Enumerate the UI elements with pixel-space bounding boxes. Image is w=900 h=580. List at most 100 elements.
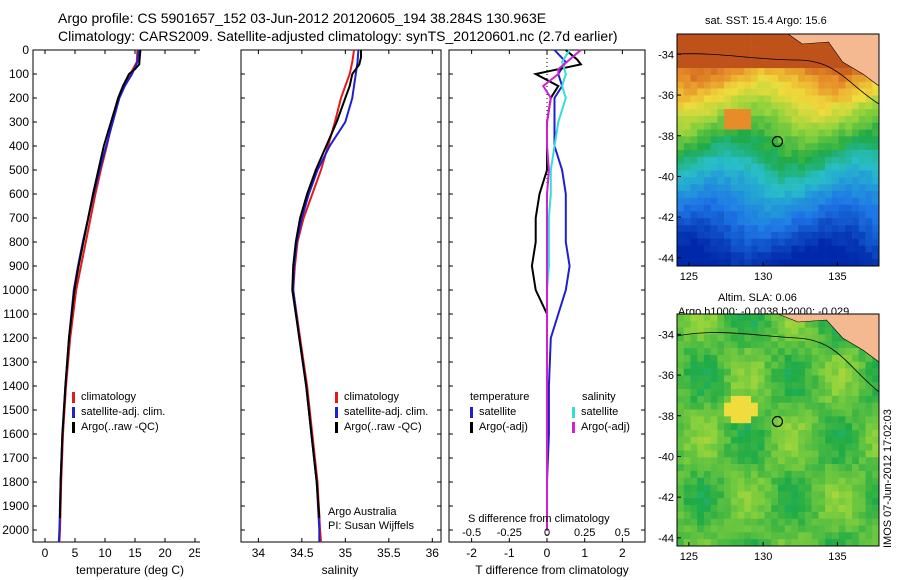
map-cell <box>798 402 806 410</box>
map-cell <box>710 382 718 390</box>
map-cell <box>865 505 873 513</box>
map-cell <box>872 395 880 403</box>
map-cell <box>764 361 772 369</box>
map-cell <box>865 170 873 178</box>
map-cell <box>852 218 860 226</box>
map-cell <box>818 95 826 103</box>
map-cell <box>690 491 698 499</box>
map-cell <box>845 150 853 158</box>
map-cell <box>818 457 826 465</box>
map-cell <box>737 532 745 540</box>
map-cell <box>838 88 846 96</box>
y-tick-label: 1100 <box>3 307 29 321</box>
map-cell <box>690 354 698 363</box>
map-cell <box>697 156 705 164</box>
map-cell <box>744 470 752 479</box>
map-cell <box>690 184 698 192</box>
map-cell <box>791 423 799 431</box>
map-cell <box>778 532 786 540</box>
map-cell <box>730 252 738 260</box>
map-cell <box>744 170 752 178</box>
map-cell <box>804 74 812 83</box>
map-cell <box>730 402 738 410</box>
map-cell <box>677 115 685 123</box>
map-cell <box>831 74 839 83</box>
map-cell <box>751 81 759 89</box>
map-cell <box>804 436 812 444</box>
map-cell <box>690 348 698 356</box>
map-cell <box>737 457 745 465</box>
map-cell <box>798 498 806 506</box>
map-cell <box>737 511 745 519</box>
map-cell <box>784 47 792 55</box>
map-cell <box>838 348 846 356</box>
map-cell <box>717 238 725 246</box>
map-cell <box>737 375 745 383</box>
map-cell <box>751 443 759 451</box>
map-cell <box>784 211 792 219</box>
map-cell <box>804 150 812 158</box>
map-cell <box>764 190 772 199</box>
map-cell <box>751 505 759 513</box>
lat-tick-label: -42 <box>658 212 674 224</box>
map-cell <box>791 498 799 506</box>
map-cell <box>811 190 819 199</box>
map-cell <box>804 423 812 431</box>
map-cell <box>811 525 819 533</box>
map-cell <box>724 457 732 465</box>
y-tick-label: 900 <box>9 259 29 273</box>
map-cell <box>710 402 718 410</box>
map-cell <box>791 259 799 267</box>
map-cell <box>757 197 765 205</box>
map-cell <box>825 197 833 205</box>
map-cell <box>804 382 812 390</box>
map-cell <box>744 218 752 226</box>
map-cell <box>804 259 812 267</box>
map-cell <box>683 156 691 164</box>
x-tick-label: 35.5 <box>377 546 401 560</box>
map-cell <box>825 354 833 363</box>
map-cell <box>804 498 812 506</box>
map-cell <box>724 348 732 356</box>
map-cell <box>791 225 799 233</box>
map-cell <box>784 341 792 349</box>
map-cell <box>737 170 745 178</box>
map-cell <box>804 395 812 403</box>
map-cell <box>717 505 725 513</box>
map-cell <box>751 74 759 83</box>
map-cell <box>771 143 779 151</box>
map-cell <box>764 416 772 424</box>
credit-line1: Argo Australia <box>328 506 397 518</box>
map-cell <box>831 197 839 205</box>
t-difference-xlabel: T difference from climatology <box>475 563 629 577</box>
map-cell <box>697 129 705 137</box>
map-cell <box>683 204 691 212</box>
map-cell <box>683 34 691 42</box>
map-cell <box>771 368 779 376</box>
map-cell <box>744 163 752 171</box>
map-cell <box>831 409 839 417</box>
map-cell <box>690 498 698 506</box>
map-cell <box>778 484 786 492</box>
map-cell <box>703 457 711 465</box>
map-cell <box>872 532 880 540</box>
map-cell <box>845 136 853 144</box>
map-cell <box>724 197 732 205</box>
map-cell <box>717 341 725 349</box>
map-cell <box>717 409 725 417</box>
map-cell <box>744 156 752 164</box>
map-cell <box>764 136 772 144</box>
map-cell <box>798 416 806 424</box>
map-cell <box>858 150 866 158</box>
map-cell <box>764 81 772 89</box>
map-cell <box>717 511 725 519</box>
map-cell <box>831 341 839 349</box>
map-cell <box>697 177 705 185</box>
map-cell <box>771 511 779 519</box>
map-cell <box>804 102 812 110</box>
map-cell <box>724 238 732 246</box>
map-cell <box>791 539 799 547</box>
map-cell <box>703 204 711 212</box>
map-cell <box>737 320 745 328</box>
map-cell <box>737 129 745 137</box>
